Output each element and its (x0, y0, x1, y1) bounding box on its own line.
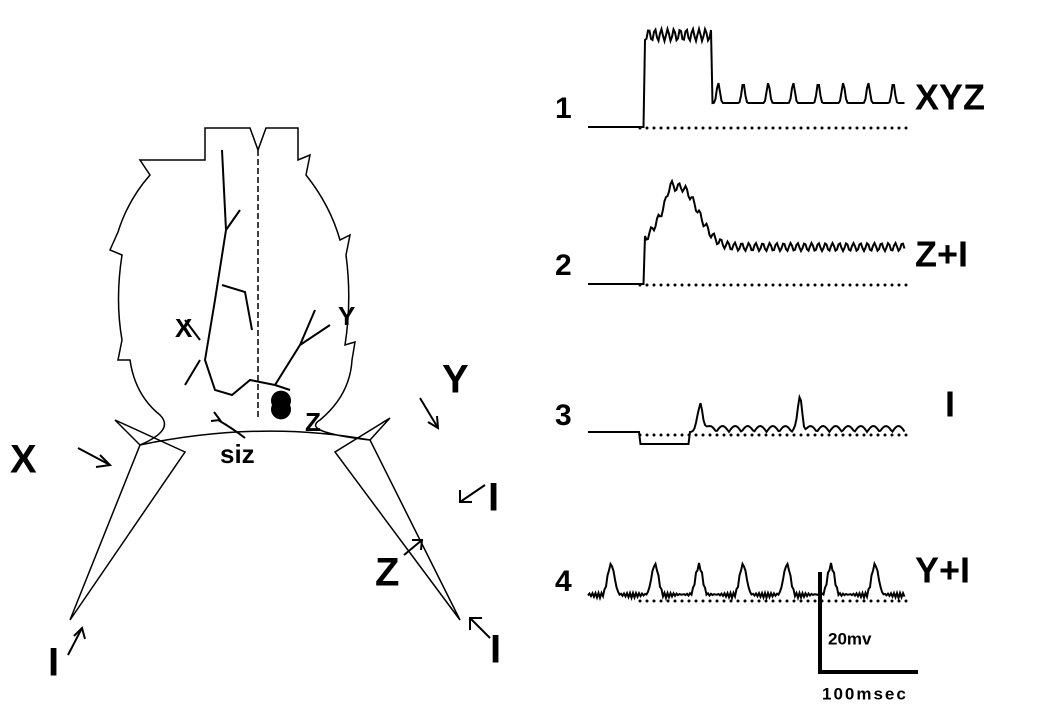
traces: 1 XYZ 2 Z+I 3 I 4 Y+I (555, 29, 985, 601)
input-label: X (10, 438, 37, 482)
trace-label: I (945, 384, 955, 425)
input-label: I (490, 628, 501, 672)
input-label: I (488, 476, 499, 520)
trace-label: Z+I (915, 234, 968, 275)
input-label: Z (375, 551, 399, 595)
trace (588, 29, 905, 127)
region-label: Z (305, 407, 321, 437)
scale-time: 100msec (822, 684, 908, 703)
figure: X Y Z siz X Y I Z I I 1 XYZ 2 Z+I 3 I 4 Y+I 20m… (0, 0, 1040, 706)
trace-label: Y+I (915, 550, 970, 591)
input-label: I (48, 641, 59, 685)
trace-number: 3 (555, 399, 572, 432)
scale-voltage: 20mv (828, 629, 872, 648)
trace (588, 397, 905, 444)
trace-number: 2 (555, 249, 572, 282)
region-label: Y (338, 301, 355, 331)
region-label: siz (220, 439, 255, 469)
trace-label: XYZ (915, 77, 985, 118)
trace-number: 1 (555, 92, 572, 125)
trace-number: 4 (555, 565, 572, 598)
input-label: Y (442, 358, 469, 402)
ganglion-drawing (68, 128, 490, 655)
region-label: X (175, 313, 193, 343)
trace (588, 181, 905, 284)
scale-bar (818, 572, 918, 672)
trace (588, 563, 905, 598)
